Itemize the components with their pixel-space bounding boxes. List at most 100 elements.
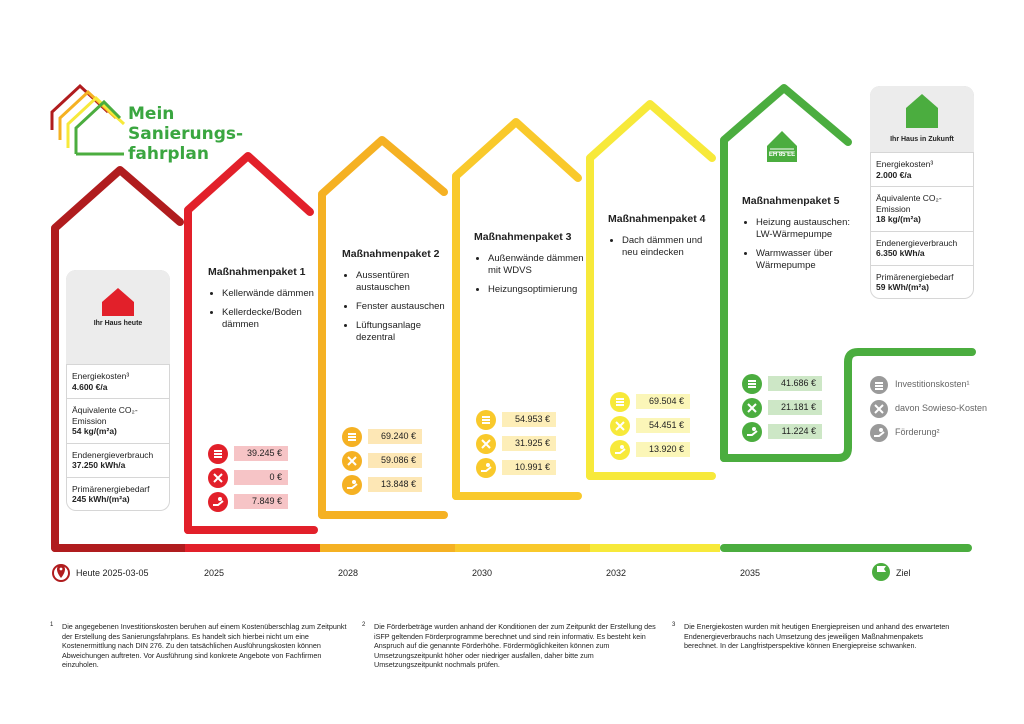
today-card-header: Ihr Haus heute [66, 270, 170, 364]
location-pin-icon [52, 564, 70, 582]
footnote-3: 3 Die Energiekosten wurden mit heutigen … [672, 622, 950, 650]
hand-coin-icon [342, 475, 362, 495]
future-card-header: Ihr Haus in Zukunft [870, 86, 974, 152]
logo-line-2: Sanierungs- [128, 124, 244, 144]
hand-coin-icon [742, 422, 762, 442]
today-card: Ihr Haus heute Energiekosten³ 4.600 €/a … [66, 270, 170, 511]
package-item: Aussentüren austauschen [356, 270, 450, 294]
future-primary-energy: Primärenergiebedarf 59 kWh/(m²a) [870, 264, 974, 299]
package-2: Maßnahmenpaket 2 Aussentüren austauschen… [342, 248, 450, 351]
tools-icon [870, 400, 888, 418]
package-2-invest-value: 69.240 € [368, 429, 422, 444]
package-item: Kellerwände dämmen [222, 288, 318, 300]
package-1-foerderung-value: 7.849 € [234, 494, 288, 509]
house-outline-4 [586, 100, 716, 480]
year-label: 2028 [338, 568, 359, 578]
today-date-label: Heute 2025-03-05 [76, 568, 149, 578]
future-co2: Äquivalente CO₂-Emission 18 kg/(m²a) [870, 186, 974, 231]
logo-icon [50, 83, 126, 156]
today-end-energy: Endenergieverbrauch 37.250 kWh/a [66, 442, 170, 477]
footnote-1: 1 Die angegebenen Investitionskosten ber… [50, 622, 347, 669]
house-outline-1 [184, 152, 314, 534]
package-item: Dach dämmen und neu eindecken [622, 235, 712, 259]
package-3: Maßnahmenpaket 3 Außenwände dämmen mit W… [474, 231, 584, 303]
hand-coin-icon [870, 424, 888, 442]
hand-coin-icon [208, 492, 228, 512]
future-end-energy: Endenergieverbrauch 6.350 kWh/a [870, 230, 974, 265]
year-label: 2025 [204, 568, 225, 578]
package-item: Heizungsoptimierung [488, 284, 584, 296]
logo-line-3: fahrplan [128, 144, 209, 164]
tools-icon [208, 468, 228, 488]
package-1: Maßnahmenpaket 1 Kellerwände dämmen Kell… [208, 266, 318, 338]
year-label: 2030 [472, 568, 493, 578]
package-2-sowieso-value: 59.086 € [368, 453, 422, 468]
house-outline-2 [318, 136, 448, 519]
legend-sowieso-label: davon Sowieso-Kosten [895, 403, 988, 413]
package-item: Warmwasser über Wärmepumpe [756, 248, 850, 272]
house-outline-5 [720, 84, 852, 462]
future-energy-costs: Energiekosten³ 2.000 €/a [870, 152, 974, 186]
tools-icon [610, 416, 630, 436]
eh-badge: EH 85 EE [764, 128, 800, 164]
house-outline-today [51, 166, 184, 552]
package-3-invest-value: 54.953 € [502, 412, 556, 427]
package-title: Maßnahmenpaket 2 [342, 248, 440, 260]
coins-icon [208, 444, 228, 464]
hand-coin-icon [476, 458, 496, 478]
goal-flag-icon [872, 563, 890, 581]
package-title: Maßnahmenpaket 1 [208, 266, 306, 278]
tools-icon [742, 398, 762, 418]
tools-icon [342, 451, 362, 471]
package-4: Maßnahmenpaket 4 Dach dämmen und neu ein… [608, 213, 712, 266]
package-1-sowieso-value: 0 € [234, 470, 288, 485]
coins-icon [342, 427, 362, 447]
package-4-foerderung-value: 13.920 € [636, 442, 690, 457]
coins-icon [610, 392, 630, 412]
today-co2: Äquivalente CO₂-Emission 54 kg/(m²a) [66, 398, 170, 443]
eh-badge-label: EH 85 EE [768, 152, 796, 158]
package-5: Maßnahmenpaket 5 Heizung austauschen: LW… [742, 195, 850, 279]
hand-coin-icon [610, 440, 630, 460]
efficiency-house-icon [767, 131, 797, 162]
legend-foerderung-label: Förderung² [895, 427, 940, 437]
logo-line-1: Mein [128, 104, 175, 124]
house-outline-3 [452, 118, 582, 500]
coins-icon [742, 374, 762, 394]
package-title: Maßnahmenpaket 4 [608, 213, 706, 225]
package-title: Maßnahmenpaket 3 [474, 231, 572, 243]
year-label: 2035 [740, 568, 761, 578]
package-item: Fenster austauschen [356, 301, 450, 313]
house-icon [906, 94, 938, 128]
package-item: Kellerdecke/Boden dämmen [222, 307, 318, 331]
package-1-invest-value: 39.245 € [234, 446, 288, 461]
package-5-foerderung-value: 11.224 € [768, 424, 822, 439]
today-energy-costs: Energiekosten³ 4.600 €/a [66, 364, 170, 398]
coins-icon [870, 376, 888, 394]
package-item: Außenwände dämmen mit WDVS [488, 253, 584, 277]
legend-invest-label: Investitionskosten¹ [895, 379, 970, 389]
coins-icon [476, 410, 496, 430]
package-3-sowieso-value: 31.925 € [502, 436, 556, 451]
future-card: Ihr Haus in Zukunft Energiekosten³ 2.000… [870, 86, 974, 299]
logo-wordmark: Mein Sanierungs- fahrplan [128, 104, 243, 164]
goal-label: Ziel [896, 568, 911, 578]
package-2-foerderung-value: 13.848 € [368, 477, 422, 492]
package-item: Heizung austauschen: LW-Wärmepumpe [756, 217, 850, 241]
package-5-invest-value: 41.686 € [768, 376, 822, 391]
package-4-sowieso-value: 54.451 € [636, 418, 690, 433]
today-card-caption: Ihr Haus heute [93, 320, 143, 327]
today-primary-energy: Primärenergiebedarf 245 kWh/(m²a) [66, 476, 170, 511]
future-card-caption: Ihr Haus in Zukunft [890, 136, 954, 143]
house-icon [102, 288, 134, 316]
footnote-2: 2 Die Förderbeträge wurden anhand der Ko… [362, 622, 656, 669]
package-item: Lüftungsanlage dezentral [356, 320, 450, 344]
package-title: Maßnahmenpaket 5 [742, 195, 840, 207]
package-3-foerderung-value: 10.991 € [502, 460, 556, 475]
package-4-invest-value: 69.504 € [636, 394, 690, 409]
package-5-sowieso-value: 21.181 € [768, 400, 822, 415]
tools-icon [476, 434, 496, 454]
timeline-bar [51, 544, 972, 552]
year-label: 2032 [606, 568, 627, 578]
